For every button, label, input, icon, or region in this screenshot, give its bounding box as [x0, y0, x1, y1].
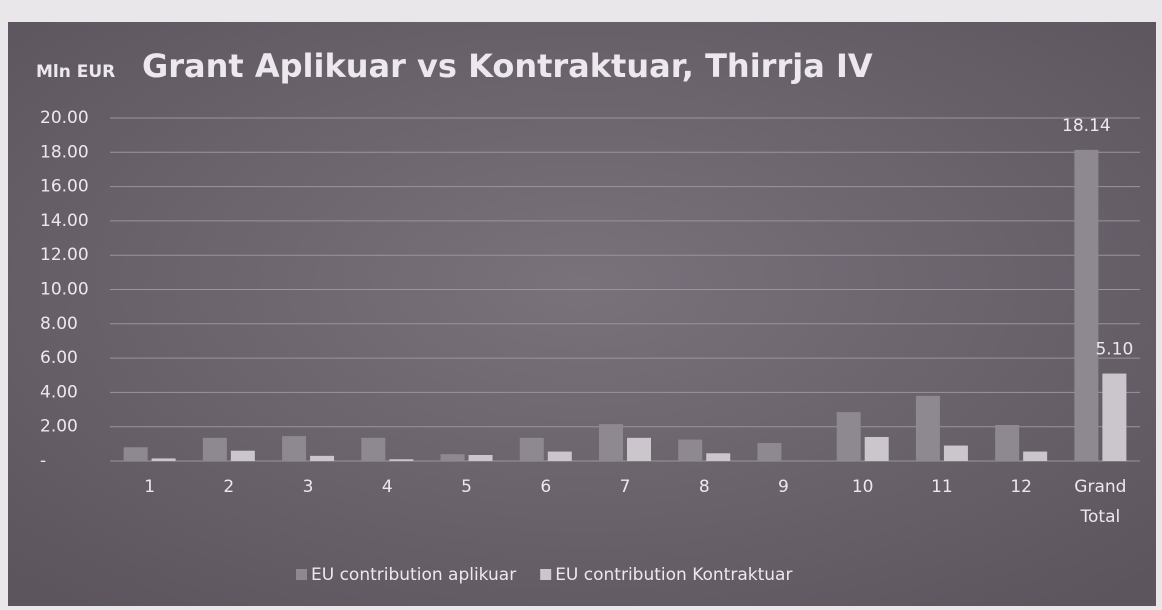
x-tick-label: Grand Total [1074, 477, 1126, 527]
bar [1102, 373, 1127, 461]
bar [599, 424, 623, 461]
bar [361, 437, 386, 461]
bar [230, 450, 255, 461]
unit-label: Mln EUR [36, 62, 115, 82]
bar [1023, 451, 1048, 461]
x-tick-label: 11 [931, 477, 953, 497]
y-tick-label: 10.00 [40, 280, 89, 300]
legend-label: EU contribution Kontraktuar [555, 565, 792, 585]
data-label: 5.10 [1095, 340, 1133, 360]
x-tick-label: 8 [699, 477, 710, 497]
legend-label: EU contribution aplikuar [311, 565, 516, 585]
legend-swatch [540, 569, 552, 580]
y-tick-label: 16.00 [40, 177, 89, 197]
data-label: 18.14 [1062, 116, 1111, 136]
y-tick-label: 20.00 [40, 108, 89, 128]
bar [1074, 149, 1099, 462]
y-tick-label: 12.00 [40, 245, 89, 265]
y-tick-label: 6.00 [40, 348, 78, 368]
bar [943, 445, 968, 461]
x-tick-label: 9 [778, 477, 789, 497]
bar [547, 451, 572, 461]
y-tick-label: 18.00 [40, 142, 89, 162]
y-tick-label: 14.00 [40, 211, 89, 231]
y-tick-label: 2.00 [40, 417, 78, 437]
bar [202, 437, 227, 461]
chart-background [8, 22, 1156, 606]
legend-swatch [296, 569, 307, 580]
bar [282, 436, 307, 461]
x-tick-label: 6 [540, 477, 551, 497]
x-tick-label: 10 [852, 477, 874, 497]
bar [151, 458, 176, 461]
y-tick-label: - [40, 451, 46, 471]
x-tick-label: 3 [303, 477, 314, 497]
bar [310, 455, 335, 461]
x-tick-label: 7 [620, 477, 631, 497]
bar [627, 437, 651, 461]
bar [678, 439, 703, 461]
x-tick-label: 5 [461, 477, 472, 497]
x-tick-label: 12 [1010, 477, 1032, 497]
bar [468, 454, 493, 461]
bar [519, 437, 544, 461]
bar [440, 454, 465, 461]
y-tick-label: 8.00 [40, 314, 78, 334]
x-tick-label: 4 [382, 477, 393, 497]
bar [864, 436, 889, 461]
y-tick-label: 4.00 [40, 382, 78, 402]
bar [706, 453, 731, 461]
bar [836, 412, 861, 461]
bar [995, 424, 1020, 461]
x-tick-label: 1 [144, 477, 155, 497]
bar [123, 447, 148, 461]
x-tick-label: 2 [223, 477, 234, 497]
bar [757, 442, 782, 461]
bar [915, 395, 940, 461]
bar [389, 459, 414, 461]
chart-title: Grant Aplikuar vs Kontraktuar, Thirrja I… [142, 47, 873, 85]
